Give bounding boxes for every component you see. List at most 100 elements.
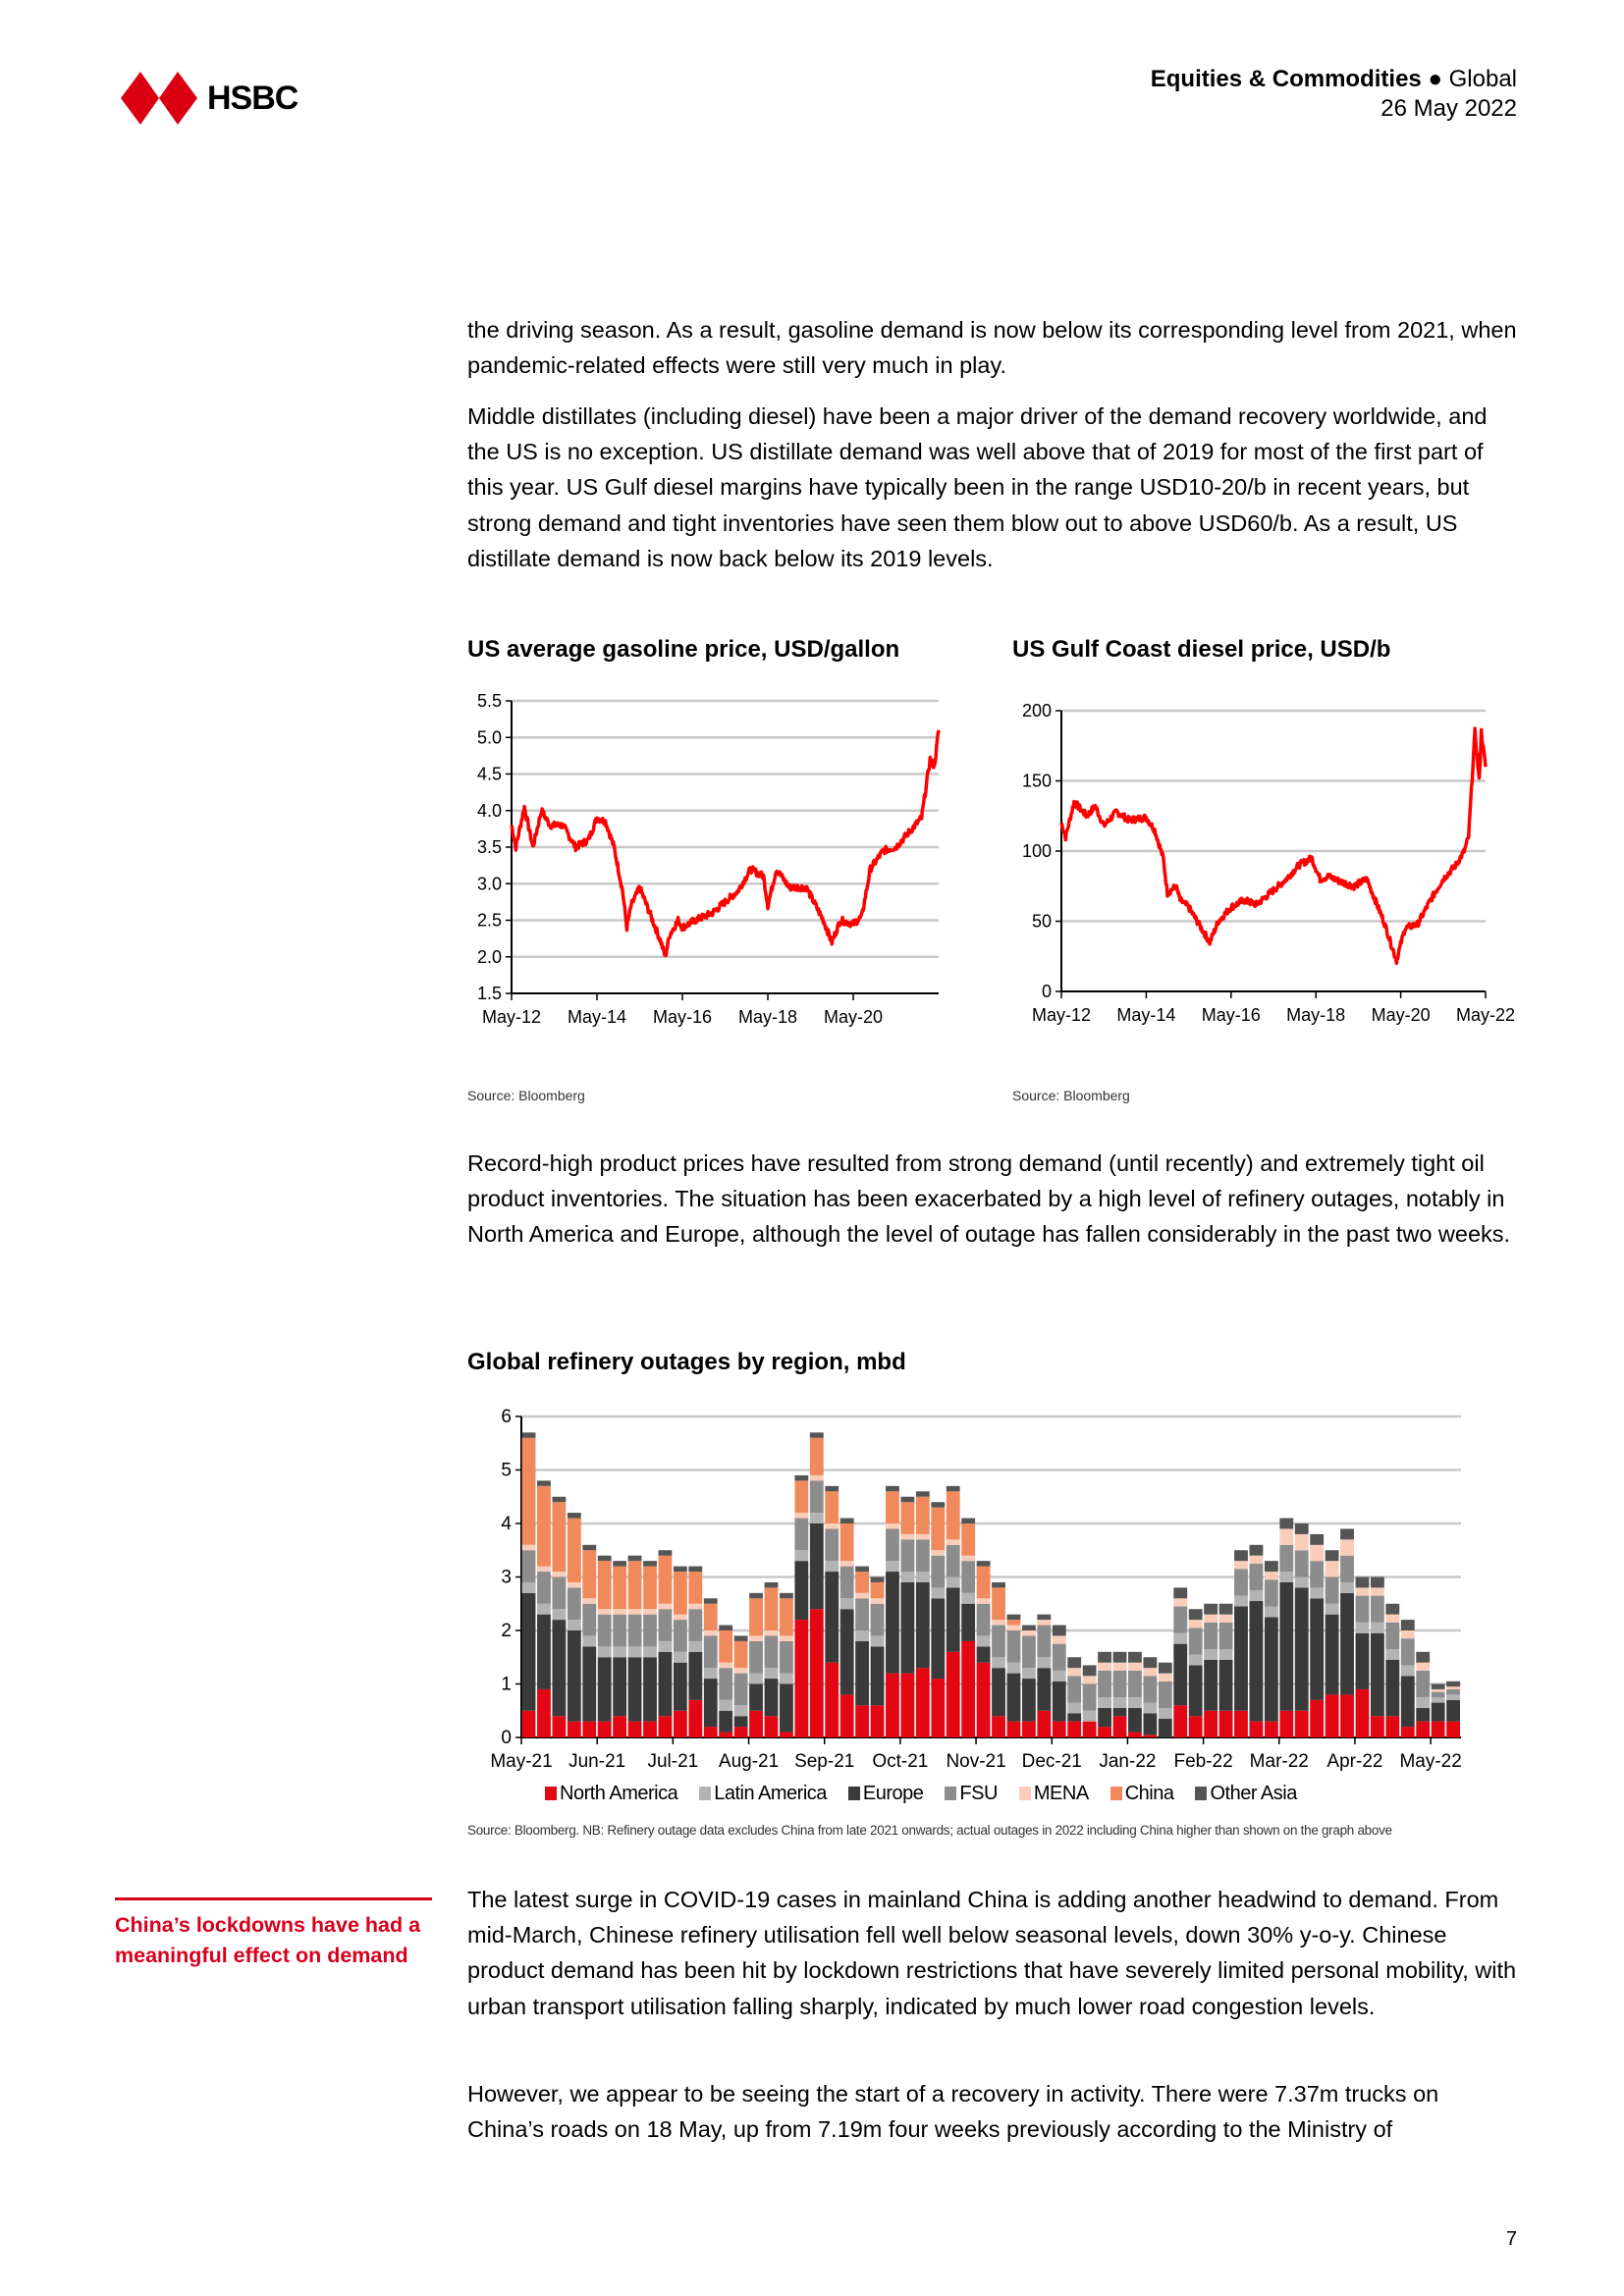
bar-segment-north-america xyxy=(1037,1710,1052,1737)
bar-segment-fsu xyxy=(1370,1595,1384,1623)
bar-segment-europe xyxy=(552,1620,567,1717)
bar-segment-latin-america xyxy=(552,1609,567,1621)
x-tick-label: May-16 xyxy=(653,1007,712,1027)
bar-segment-mena xyxy=(1385,1614,1400,1623)
report-date: 26 May 2022 xyxy=(1380,95,1517,122)
bar-segment-mena xyxy=(1218,1614,1233,1623)
bar-segment-fsu xyxy=(1325,1576,1339,1604)
bar-segment-latin-america xyxy=(764,1668,779,1680)
bar-segment-north-america xyxy=(1431,1721,1445,1737)
bar-segment-north-america xyxy=(1325,1694,1339,1737)
x-tick-label: Nov-21 xyxy=(946,1751,1005,1772)
bar-segment-europe xyxy=(733,1716,748,1728)
bar-segment-china xyxy=(627,1561,642,1610)
bar-segment-china xyxy=(613,1566,627,1610)
legend-swatch xyxy=(945,1787,957,1800)
legend-swatch xyxy=(1110,1787,1122,1800)
bar-segment-other-asia xyxy=(1264,1561,1278,1573)
bar-segment-latin-america xyxy=(1037,1657,1052,1669)
x-tick-label: Feb-22 xyxy=(1173,1751,1232,1772)
bar-segment-other-asia xyxy=(582,1544,597,1551)
bar-segment-fsu xyxy=(719,1668,733,1700)
bar-segment-china xyxy=(719,1630,733,1663)
bar-segment-china xyxy=(521,1437,536,1545)
x-tick-label: Mar-22 xyxy=(1250,1751,1309,1772)
bar-segment-mena xyxy=(749,1635,763,1641)
bar-segment-latin-america xyxy=(597,1646,612,1658)
bar-segment-fsu xyxy=(764,1635,779,1669)
paragraph: Record-high product prices have resulted… xyxy=(467,1150,1511,1248)
bar-segment-china xyxy=(537,1485,551,1567)
bar-segment-other-asia xyxy=(1218,1603,1233,1615)
bar-segment-north-america xyxy=(1204,1710,1218,1737)
paragraph: Middle distillates (including diesel) ha… xyxy=(467,403,1488,571)
bar-segment-latin-america xyxy=(1310,1587,1325,1599)
x-tick-label: May-18 xyxy=(1286,1005,1345,1025)
bar-segment-china xyxy=(946,1491,960,1540)
bar-segment-fsu xyxy=(1204,1622,1218,1650)
bar-segment-north-america xyxy=(764,1716,779,1737)
bar-segment-mena xyxy=(1325,1561,1339,1577)
bar-segment-north-america xyxy=(567,1721,581,1737)
bar-segment-north-america xyxy=(780,1732,793,1737)
gasoline-price-chart: 5.5 5.0 4.5 4.0 3.5 3.0 2.5 2.0 1.5 May-12 May-14 M… xyxy=(477,691,941,1027)
bar-segment-other-asia xyxy=(1128,1651,1142,1663)
bar-segment-other-asia xyxy=(627,1555,642,1562)
bar-segment-mena xyxy=(886,1523,899,1529)
bar-segment-mena xyxy=(1052,1635,1066,1644)
x-tick-label: May-16 xyxy=(1202,1005,1261,1025)
bar-segment-latin-america xyxy=(1355,1622,1370,1633)
y-tick-label: 1 xyxy=(501,1675,512,1695)
bar-segment-fsu xyxy=(567,1587,581,1621)
x-tick-label: May-22 xyxy=(1456,1005,1515,1025)
hsbc-hexagon-icon xyxy=(121,72,197,125)
x-tick-label: Jan-22 xyxy=(1099,1751,1156,1772)
bar-segment-mena xyxy=(521,1544,536,1551)
bar-segment-europe xyxy=(855,1640,870,1706)
refinery-outages-chart: 6 5 4 3 2 1 0 May-21 Jun-21 Jul-21 Aug-21 Sep-21 Oct… xyxy=(490,1407,1461,1772)
bar-segment-latin-america xyxy=(1340,1581,1354,1593)
legend-item: North America xyxy=(545,1783,678,1805)
bar-segment-latin-america xyxy=(1173,1632,1188,1644)
bar-segment-mena xyxy=(764,1630,779,1636)
bar-segment-fsu xyxy=(1128,1670,1142,1698)
bar-segment-other-asia xyxy=(719,1625,733,1630)
y-tick-label: 2 xyxy=(501,1621,512,1641)
bar-segment-mena xyxy=(855,1592,870,1599)
bar-segment-latin-america xyxy=(1098,1697,1111,1709)
bar-segment-north-america xyxy=(1294,1710,1309,1737)
bar-segment-north-america xyxy=(1310,1699,1325,1737)
x-tick-label: Apr-22 xyxy=(1326,1751,1382,1772)
y-tick-label: 3.5 xyxy=(477,837,502,857)
y-tick-label: 150 xyxy=(1022,772,1052,791)
bar-segment-europe xyxy=(1037,1668,1052,1711)
bar-segment-europe xyxy=(1173,1643,1188,1706)
bar-segment-mena xyxy=(870,1598,885,1604)
bar-segment-north-america xyxy=(1082,1721,1097,1737)
bar-segment-europe xyxy=(886,1572,899,1674)
y-tick-label: 5.5 xyxy=(477,691,502,711)
bar-segment-other-asia xyxy=(613,1561,627,1567)
bar-segment-mena xyxy=(900,1533,915,1540)
bar-segment-mena xyxy=(658,1603,673,1610)
bar-segment-mena xyxy=(1112,1662,1127,1671)
bar-segment-china xyxy=(976,1566,991,1599)
bar-segment-europe xyxy=(946,1587,960,1652)
bar-segment-latin-america xyxy=(976,1635,991,1647)
bar-segment-latin-america xyxy=(1279,1572,1294,1582)
bar-segment-mena xyxy=(719,1662,733,1669)
bar-segment-north-america xyxy=(1446,1721,1460,1737)
bar-segment-fsu xyxy=(1446,1688,1460,1695)
bar-segment-north-america xyxy=(597,1721,612,1737)
bar-segment-other-asia xyxy=(931,1502,946,1508)
bar-segment-europe xyxy=(673,1662,687,1711)
bar-segment-mena xyxy=(839,1561,854,1567)
bar-segment-other-asia xyxy=(976,1561,991,1567)
report-header: Equities & Commodities ● Global 26 May 2… xyxy=(1151,65,1517,124)
bar-segment-latin-america xyxy=(1143,1702,1158,1714)
bar-segment-mena xyxy=(1006,1625,1021,1630)
legend-label: Other Asia xyxy=(1210,1783,1297,1804)
bar-segment-mena xyxy=(1370,1587,1384,1596)
y-tick-label: 100 xyxy=(1022,841,1052,861)
x-tick-label: May-20 xyxy=(824,1007,883,1027)
